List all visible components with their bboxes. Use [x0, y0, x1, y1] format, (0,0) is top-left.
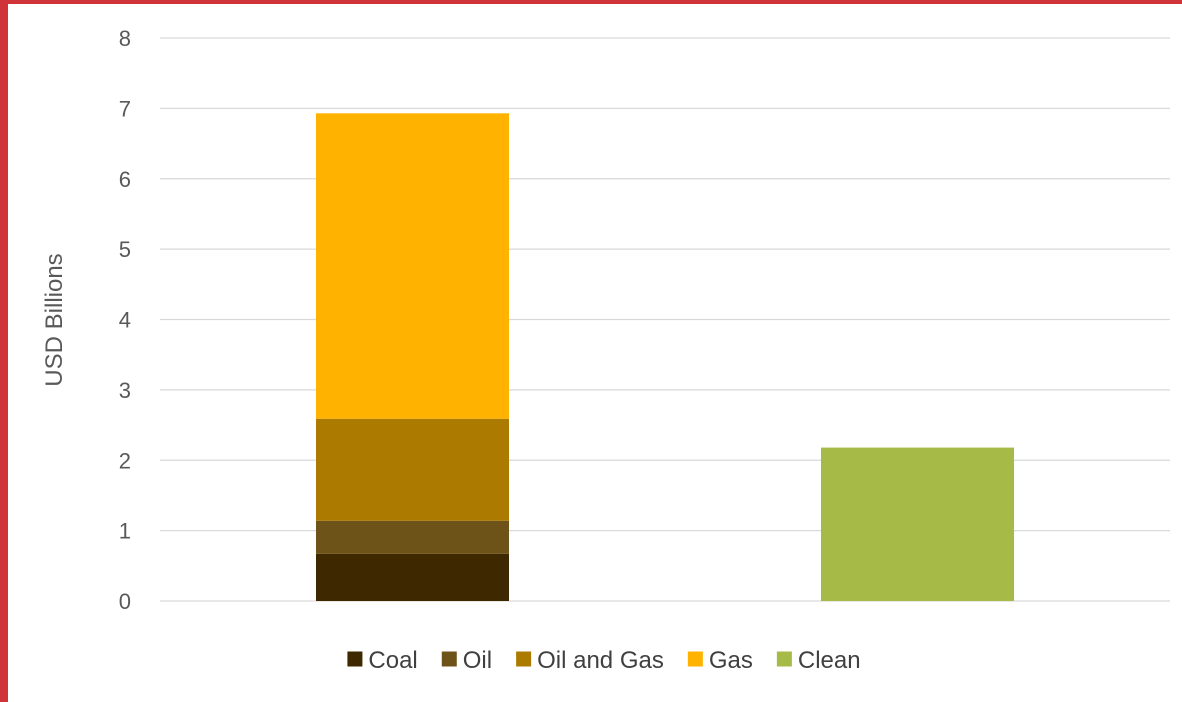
- y-tick-label: 5: [119, 237, 131, 262]
- y-tick-label: 0: [119, 589, 131, 614]
- legend-swatch: [441, 651, 457, 667]
- legend-swatch: [776, 651, 792, 667]
- y-axis-title: USD Billions: [41, 253, 68, 386]
- bar-segment-clean: [821, 447, 1014, 601]
- bar-segment-oil-and-gas: [316, 418, 509, 521]
- legend-label: Coal: [368, 647, 417, 674]
- bar-segment-gas: [316, 113, 509, 419]
- legend-label: Gas: [709, 647, 753, 674]
- y-tick-label: 7: [119, 96, 131, 121]
- legend-item: Oil: [441, 647, 492, 674]
- legend-item: Oil and Gas: [516, 647, 664, 674]
- bar-segment-oil: [316, 520, 509, 554]
- bars: [316, 113, 1014, 601]
- y-tick-label: 8: [119, 26, 131, 51]
- gridlines: [160, 37, 1170, 602]
- legend: Coal Oil Oil and Gas Gas Clean: [347, 647, 861, 674]
- y-tick-label: 3: [119, 378, 131, 403]
- legend-item: Coal: [347, 647, 418, 674]
- legend-label: Oil: [463, 647, 492, 674]
- bar-segment-coal: [316, 553, 509, 601]
- legend-swatch: [347, 651, 363, 667]
- y-tick-label: 1: [119, 519, 131, 544]
- legend-swatch: [687, 651, 703, 667]
- legend-item: Clean: [776, 647, 861, 674]
- y-tick-label: 2: [119, 448, 131, 473]
- y-tick-label: 4: [119, 308, 131, 333]
- legend-item: Gas: [687, 647, 753, 674]
- legend-swatch: [516, 651, 532, 667]
- y-tick-label: 6: [119, 167, 131, 192]
- y-axis-ticks: 0 1 2 3 4 5 6 7 8: [119, 26, 131, 614]
- legend-label: Clean: [798, 647, 861, 674]
- legend-label: Oil and Gas: [537, 647, 664, 674]
